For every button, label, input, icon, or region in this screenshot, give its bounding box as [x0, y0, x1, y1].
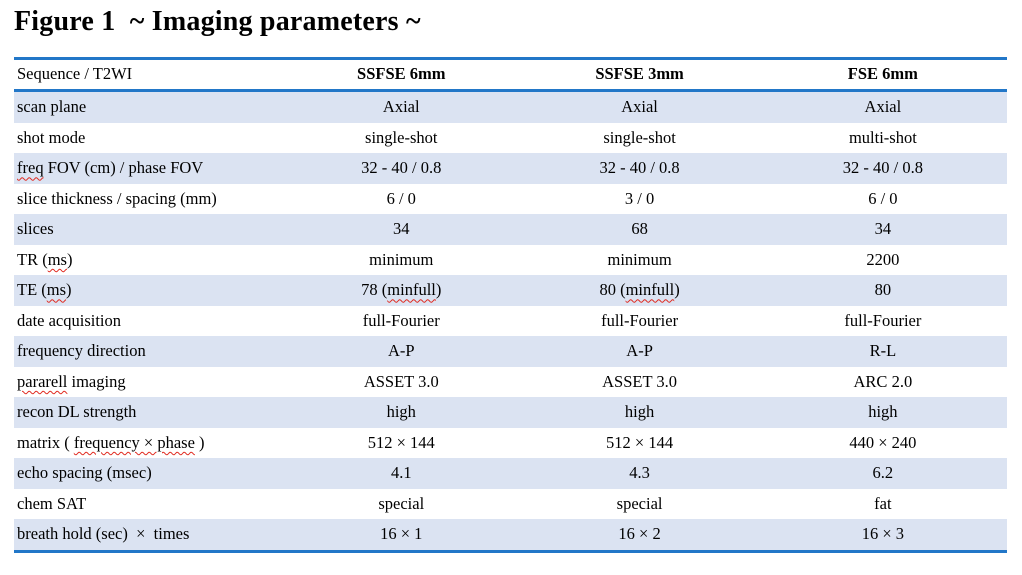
table-cell: minimum	[369, 249, 434, 269]
table-cell: 32 - 40 / 0.8	[361, 158, 442, 178]
table-cell: R-L	[869, 341, 897, 361]
table-header: Sequence / T2WI SSFSE 6mm SSFSE 3mm FSE 6mm	[14, 58, 1007, 92]
table-cell: 3 / 0	[624, 188, 655, 208]
row-label: chem SAT	[17, 493, 87, 513]
misspelled-word: ms	[46, 280, 67, 300]
column-header-sequence: Sequence / T2WI	[14, 58, 283, 92]
table-cell: single-shot	[365, 127, 438, 147]
table-cell: Axial	[864, 97, 902, 117]
table-row: chem SAT special special fat	[14, 489, 1007, 520]
table-cell: 78 (minfull)	[361, 280, 442, 300]
table-cell: ARC 2.0	[853, 371, 913, 391]
table-cell: Axial	[621, 97, 658, 117]
imaging-parameters-table: Sequence / T2WI SSFSE 6mm SSFSE 3mm FSE 6mm…	[14, 57, 1007, 553]
table-row: echo spacing (msec) 4.1 4.3 6.2	[14, 458, 1007, 489]
table-row: slice thickness / spacing (mm) 6 / 0 3 / 0…	[14, 184, 1007, 215]
row-label: date acquisition	[17, 310, 122, 330]
table-cell: 32 - 40 / 0.8	[842, 158, 923, 178]
table-cell: 6 / 0	[868, 188, 898, 208]
table-row: frequency direction A-P A-P R-L	[14, 336, 1007, 367]
table-cell: high	[386, 402, 416, 422]
row-label: slices	[17, 219, 54, 239]
row-label: breath hold (sec) × times	[17, 524, 190, 544]
table-cell: 512 × 144	[606, 432, 674, 452]
table-cell: 34	[393, 219, 410, 239]
table-row: shot mode single-shot single-shot multi-sho…	[14, 123, 1007, 154]
column-header-ssfse-6mm: SSFSE 6mm	[282, 58, 521, 92]
table-row: matrix ( frequency × phase ) 512 × 144 512…	[14, 428, 1007, 459]
table-row: TE (ms) 78 (minfull) 80 (minfull) 80	[14, 275, 1007, 306]
table-cell: 4.3	[629, 463, 650, 483]
row-label: echo spacing (msec)	[17, 463, 152, 483]
table-row: slices 34 68 34	[14, 214, 1007, 245]
table-cell: ASSET 3.0	[602, 371, 678, 391]
misspelled-word: minfull	[625, 280, 675, 300]
table-cell: 34	[874, 219, 892, 239]
misspelled-word: ms	[47, 249, 67, 269]
table-cell: 32 - 40 / 0.8	[599, 158, 680, 178]
table-cell: Axial	[382, 97, 420, 117]
misspelled-word: pararell	[17, 371, 68, 391]
row-label: frequency direction	[17, 341, 146, 361]
table-row: pararell imaging ASSET 3.0 ASSET 3.0 ARC 2.…	[14, 367, 1007, 398]
table-cell: fat	[874, 493, 892, 513]
row-label: scan plane	[17, 97, 87, 117]
table-cell: high	[624, 402, 655, 422]
table-cell: minimum	[607, 249, 672, 269]
table-row: date acquisition full-Fourier full-Fourier…	[14, 306, 1007, 337]
table-cell: 16 × 1	[380, 524, 423, 544]
table-cell: A-P	[387, 341, 415, 361]
table-row: scan plane Axial Axial Axial	[14, 90, 1007, 123]
column-header-fse-6mm: FSE 6mm	[758, 58, 1007, 92]
table-cell: ASSET 3.0	[363, 371, 439, 391]
table-cell: 512 × 144	[367, 432, 435, 452]
misspelled-word: minfull	[387, 280, 436, 300]
column-header-ssfse-3mm: SSFSE 3mm	[520, 58, 759, 92]
row-label: TR (ms)	[17, 249, 73, 269]
row-label: shot mode	[17, 127, 86, 147]
row-label: recon DL strength	[17, 402, 137, 422]
table-cell: 2200	[866, 249, 900, 269]
table-cell: single-shot	[603, 127, 676, 147]
table-cell: full-Fourier	[601, 310, 679, 330]
table-cell: special	[378, 493, 425, 513]
table-cell: A-P	[626, 341, 653, 361]
table-body: scan plane Axial Axial Axial shot mode single…	[14, 90, 1007, 551]
row-label: pararell imaging	[17, 371, 126, 391]
header-row: Sequence / T2WI SSFSE 6mm SSFSE 3mm FSE 6mm	[14, 58, 1007, 92]
misspelled-word: freq	[17, 158, 44, 178]
table-cell: 440 × 240	[849, 432, 917, 452]
row-label: freq FOV (cm) / phase FOV	[17, 158, 204, 178]
row-label: matrix ( frequency × phase )	[17, 432, 205, 452]
table-cell: 4.1	[390, 463, 412, 483]
table-cell: 68	[631, 219, 648, 239]
figure-title: Figure 1 ~ Imaging parameters ~	[14, 6, 421, 37]
table-cell: 80 (minfull)	[599, 280, 680, 300]
table-cell: 16 × 3	[861, 524, 905, 544]
misspelled-word: frequency × phase	[73, 432, 195, 452]
table-cell: full-Fourier	[844, 310, 922, 330]
table-cell: 80	[874, 280, 892, 300]
table-cell: multi-shot	[848, 127, 917, 147]
table-cell: special	[616, 493, 663, 513]
table-cell: 6.2	[872, 463, 894, 483]
table-cell: high	[868, 402, 898, 422]
row-label: TE (ms)	[17, 280, 72, 300]
table-row: recon DL strength high high high	[14, 397, 1007, 428]
table-row: breath hold (sec) × times 16 × 1 16 × 2 16 …	[14, 519, 1007, 551]
table-row: freq FOV (cm) / phase FOV 32 - 40 / 0.8 32…	[14, 153, 1007, 184]
table-cell: full-Fourier	[362, 310, 440, 330]
table-cell: 16 × 2	[618, 524, 661, 544]
table-row: TR (ms) minimum minimum 2200	[14, 245, 1007, 276]
table-cell: 6 / 0	[386, 188, 416, 208]
row-label: slice thickness / spacing (mm)	[17, 188, 217, 208]
